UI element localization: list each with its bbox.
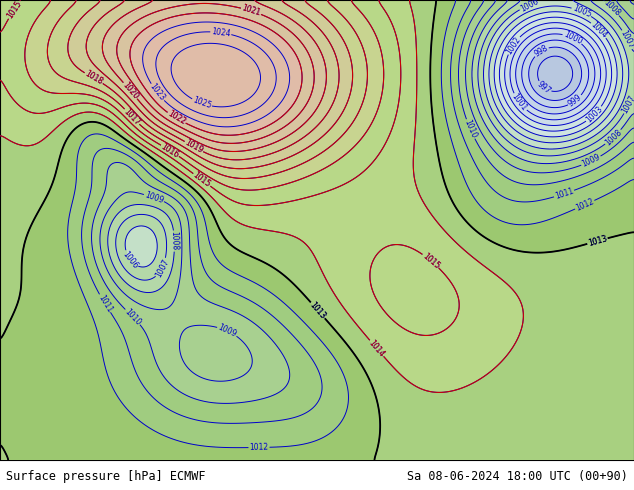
Text: 1005: 1005: [571, 3, 592, 20]
Text: 1014: 1014: [367, 338, 386, 359]
Text: Surface pressure [hPa] ECMWF: Surface pressure [hPa] ECMWF: [6, 470, 206, 483]
Text: 1014: 1014: [367, 338, 386, 359]
Text: 1019: 1019: [183, 138, 204, 155]
Text: 1017: 1017: [122, 107, 142, 127]
Text: 1015: 1015: [191, 171, 212, 189]
Text: 1004: 1004: [589, 20, 609, 40]
Text: 1008: 1008: [602, 0, 621, 18]
Text: 1021: 1021: [240, 4, 262, 18]
Text: 1008: 1008: [169, 231, 179, 251]
Text: 1008: 1008: [603, 127, 623, 147]
Text: 1022: 1022: [166, 109, 187, 127]
Text: 1015: 1015: [420, 251, 441, 270]
Text: 1003: 1003: [584, 104, 604, 124]
Text: 1019: 1019: [183, 138, 204, 155]
Text: 1012: 1012: [249, 443, 269, 452]
Text: 1015: 1015: [5, 0, 23, 21]
Text: 1009: 1009: [143, 190, 165, 205]
Text: 1015: 1015: [420, 251, 441, 270]
Text: 1001: 1001: [510, 92, 529, 113]
Text: 1017: 1017: [122, 107, 142, 127]
Text: 1020: 1020: [120, 80, 140, 101]
Text: 1006: 1006: [519, 0, 540, 14]
Text: 1010: 1010: [123, 307, 143, 327]
Text: 1009: 1009: [217, 323, 238, 339]
Text: 997: 997: [536, 79, 553, 96]
Text: 1011: 1011: [96, 293, 113, 314]
Text: 1010: 1010: [462, 119, 478, 140]
Text: 1007: 1007: [153, 257, 171, 279]
Text: 1000: 1000: [562, 30, 583, 46]
Text: 1007: 1007: [619, 29, 634, 50]
Text: 1018: 1018: [83, 70, 104, 87]
Text: 1013: 1013: [587, 234, 608, 248]
Text: Sa 08-06-2024 18:00 UTC (00+90): Sa 08-06-2024 18:00 UTC (00+90): [407, 470, 628, 483]
Text: 999: 999: [567, 93, 584, 109]
Text: 1025: 1025: [191, 96, 212, 111]
Text: 1013: 1013: [587, 234, 608, 248]
Text: 1020: 1020: [120, 80, 140, 101]
Text: 1023: 1023: [148, 82, 167, 103]
Text: 1016: 1016: [160, 142, 181, 160]
Text: 1024: 1024: [210, 27, 231, 38]
Text: 1018: 1018: [83, 70, 104, 87]
Text: 1013: 1013: [308, 300, 328, 320]
Text: 1011: 1011: [553, 187, 574, 201]
Text: 1015: 1015: [5, 0, 23, 21]
Text: 998: 998: [533, 44, 550, 59]
Text: 1013: 1013: [308, 300, 328, 320]
Text: 1016: 1016: [160, 142, 181, 160]
Text: 1007: 1007: [620, 94, 634, 115]
Text: 1006: 1006: [120, 249, 140, 270]
Text: 1002: 1002: [504, 35, 522, 56]
Text: 1012: 1012: [574, 197, 595, 213]
Text: 1021: 1021: [240, 4, 262, 18]
Text: 1009: 1009: [580, 153, 602, 169]
Text: 1022: 1022: [166, 109, 187, 127]
Text: 1015: 1015: [191, 171, 212, 189]
